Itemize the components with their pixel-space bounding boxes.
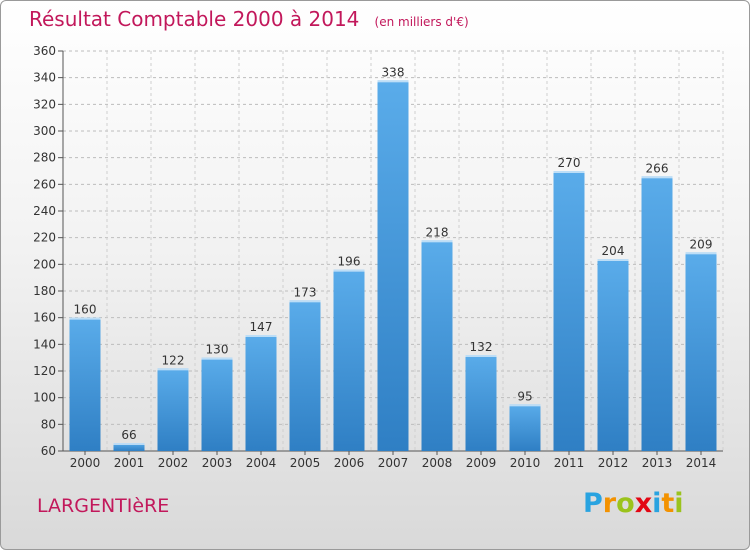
value-label-2004: 147 xyxy=(250,320,273,334)
bar-highlight xyxy=(685,252,717,255)
bar-highlight xyxy=(377,80,409,83)
bar-highlight xyxy=(69,317,101,320)
x-tick-label-2014: 2014 xyxy=(686,456,717,470)
y-tick-label: 220 xyxy=(33,231,56,245)
bar-2006 xyxy=(333,269,365,451)
bar-2009 xyxy=(465,355,497,451)
bar-highlight xyxy=(157,368,189,371)
logo-letter: r xyxy=(602,488,617,519)
value-label-2009: 132 xyxy=(470,340,493,354)
bar-highlight xyxy=(509,404,541,407)
y-tick-label: 100 xyxy=(33,391,56,405)
x-tick-label-2007: 2007 xyxy=(378,456,409,470)
y-tick-label: 320 xyxy=(33,97,56,111)
chart-title-block: Résultat Comptable 2000 à 2014 (en milli… xyxy=(29,7,469,31)
value-label-2003: 130 xyxy=(206,343,229,357)
x-tick-label-2005: 2005 xyxy=(290,456,321,470)
bar-2003 xyxy=(201,357,233,451)
y-tick-label: 240 xyxy=(33,204,56,218)
bar-2013 xyxy=(641,176,673,452)
y-tick-label: 60 xyxy=(41,444,56,458)
logo-letter: x xyxy=(634,488,653,519)
logo-letter: o xyxy=(616,488,635,519)
bar-highlight xyxy=(465,355,497,357)
bar-highlight xyxy=(421,240,453,243)
x-tick-label-2012: 2012 xyxy=(598,456,629,470)
bar-2001 xyxy=(113,443,145,451)
bar-2012 xyxy=(597,259,629,451)
y-tick-label: 260 xyxy=(33,177,56,191)
value-label-2013: 266 xyxy=(646,161,669,175)
y-tick-label: 140 xyxy=(33,337,56,351)
y-tick-label: 200 xyxy=(33,257,56,271)
label-layer: 60 80 100 120 140 160 180 200 220 240 260 280 300 320… xyxy=(33,44,716,470)
bar-2014 xyxy=(685,252,717,451)
value-label-2012: 204 xyxy=(602,244,625,258)
chart-unit: (en milliers d'€) xyxy=(374,15,469,29)
bar-highlight xyxy=(553,171,585,173)
x-tick-label-2011: 2011 xyxy=(554,456,585,470)
y-tick-label: 160 xyxy=(33,311,56,325)
value-label-2008: 218 xyxy=(426,225,449,239)
x-tick-label-2006: 2006 xyxy=(334,456,365,470)
bar-highlight xyxy=(245,335,277,337)
logo-letter: P xyxy=(583,488,603,519)
y-tick-label: 120 xyxy=(33,364,56,378)
y-tick-label: 360 xyxy=(33,44,56,58)
bar-2011 xyxy=(553,171,585,451)
value-label-2000: 160 xyxy=(74,303,97,317)
logo-letter: i xyxy=(652,488,662,519)
value-label-2011: 270 xyxy=(558,156,581,170)
proxiti-logo: Proxiti xyxy=(583,488,684,519)
bar-highlight xyxy=(113,443,145,445)
y-tick-label: 280 xyxy=(33,151,56,165)
x-tick-label-2013: 2013 xyxy=(642,456,673,470)
x-tick-label-2000: 2000 xyxy=(70,456,101,470)
bar-2000 xyxy=(69,317,101,451)
bar-2007 xyxy=(377,80,409,451)
bar-2002 xyxy=(157,368,189,451)
value-label-2010: 95 xyxy=(517,389,532,403)
bar-2008 xyxy=(421,240,453,451)
x-tick-label-2010: 2010 xyxy=(510,456,541,470)
bar-2010 xyxy=(509,404,541,451)
x-tick-label-2002: 2002 xyxy=(158,456,189,470)
bar-2005 xyxy=(289,300,321,451)
value-label-2014: 209 xyxy=(690,237,713,251)
bar-highlight xyxy=(201,357,233,360)
x-tick-label-2001: 2001 xyxy=(114,456,145,470)
y-tick-label: 340 xyxy=(33,71,56,85)
commune-name: LARGENTIèRE xyxy=(37,495,170,517)
bar-highlight xyxy=(597,259,629,261)
y-tick-label: 180 xyxy=(33,284,56,298)
x-tick-label-2009: 2009 xyxy=(466,456,497,470)
bar-highlight xyxy=(333,269,365,272)
bar-highlight xyxy=(641,176,673,179)
value-label-2007: 338 xyxy=(382,65,405,79)
value-label-2001: 66 xyxy=(121,428,136,442)
x-tick-label-2003: 2003 xyxy=(202,456,233,470)
value-label-2002: 122 xyxy=(162,353,185,367)
y-tick-label: 80 xyxy=(41,417,56,431)
x-tick-label-2008: 2008 xyxy=(422,456,453,470)
y-tick-label: 300 xyxy=(33,124,56,138)
bar-layer xyxy=(69,80,717,452)
chart-title: Résultat Comptable 2000 à 2014 xyxy=(29,7,360,31)
value-label-2005: 173 xyxy=(294,285,317,299)
x-tick-label-2004: 2004 xyxy=(246,456,277,470)
bar-highlight xyxy=(289,300,321,303)
bar-2004 xyxy=(245,335,277,451)
logo-letter: i xyxy=(674,488,684,519)
logo-letter: t xyxy=(661,488,675,519)
value-label-2006: 196 xyxy=(338,255,361,269)
